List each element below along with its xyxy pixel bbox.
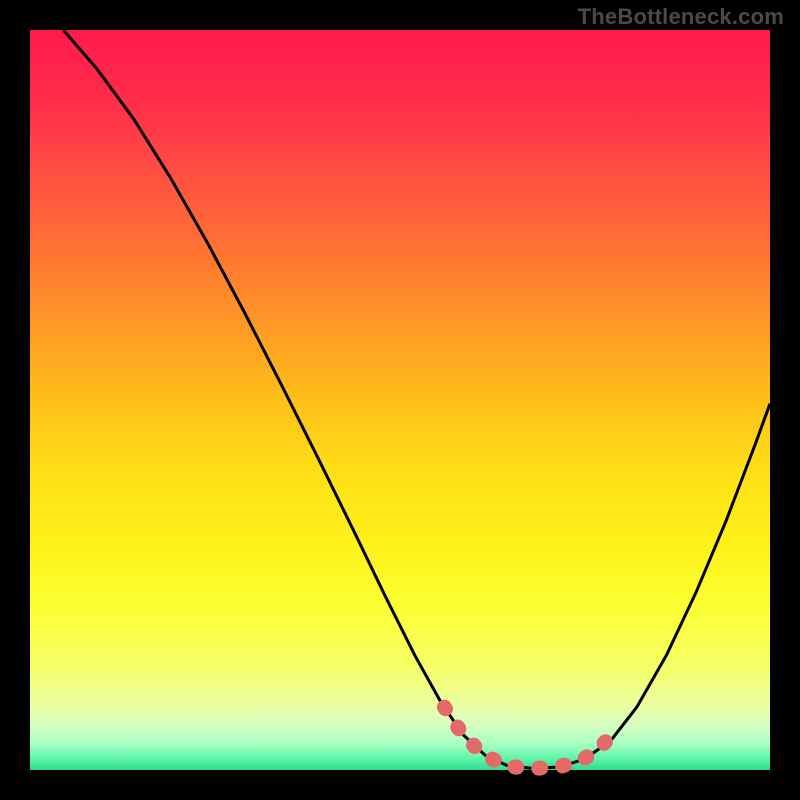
chart-svg (0, 0, 800, 800)
plot-background (30, 30, 770, 770)
chart-container: TheBottleneck.com (0, 0, 800, 800)
watermark-text: TheBottleneck.com (578, 4, 784, 30)
